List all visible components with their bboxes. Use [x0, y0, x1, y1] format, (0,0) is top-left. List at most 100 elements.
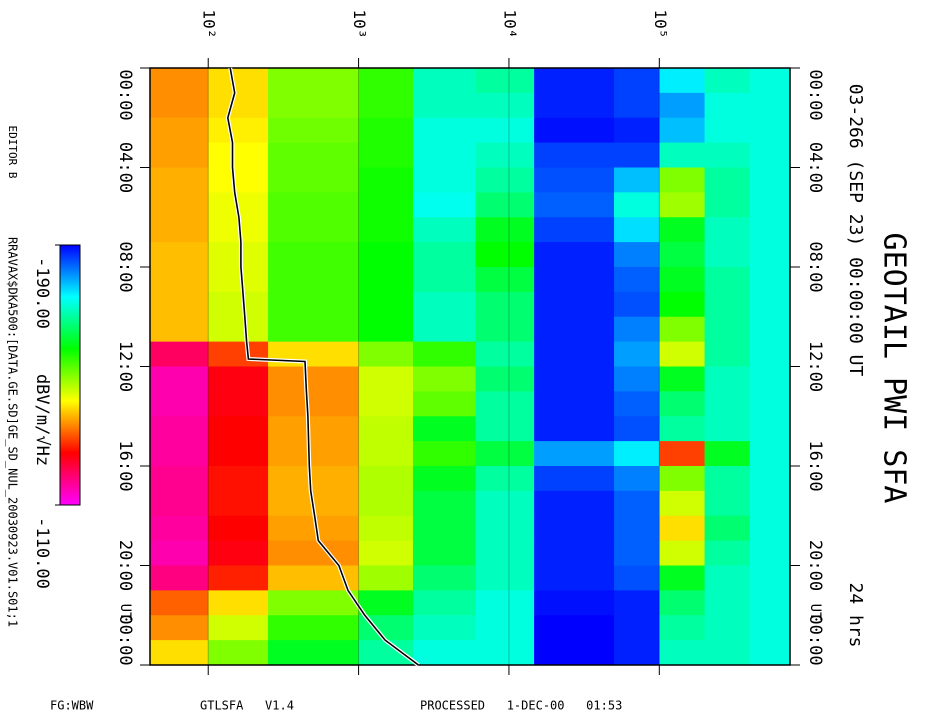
heat-cell — [358, 565, 414, 591]
heat-cell — [534, 167, 615, 193]
heat-cell — [704, 291, 751, 318]
heat-cell — [358, 416, 414, 442]
heat-cell — [268, 466, 360, 492]
heat-cell — [534, 540, 615, 566]
heat-cell — [614, 217, 660, 243]
heat-cell — [614, 441, 660, 467]
heat-cell — [534, 117, 615, 144]
chart-title: GEOTAIL PWI SFA — [877, 233, 912, 504]
heat-cell — [475, 565, 535, 591]
heat-cell — [208, 640, 269, 666]
heat-cell — [534, 92, 615, 119]
heat-cell — [614, 515, 660, 542]
heat-cell — [358, 590, 414, 616]
heat-cell — [475, 366, 535, 392]
heat-cell — [659, 167, 706, 193]
heat-cell — [475, 441, 535, 467]
heat-cell — [749, 217, 791, 243]
x-tick-label: 10³ — [350, 10, 369, 39]
heat-cell — [749, 117, 791, 144]
heat-cell — [268, 167, 360, 193]
heat-cell — [749, 416, 791, 442]
heat-cell — [614, 565, 660, 591]
heat-cell — [659, 565, 706, 591]
heat-cell — [358, 192, 414, 218]
heat-cell — [614, 366, 660, 392]
heat-cell — [659, 540, 706, 566]
heat-cell — [358, 167, 414, 193]
heat-cell — [749, 341, 791, 367]
heat-cell — [150, 416, 209, 442]
heat-cell — [150, 441, 209, 467]
heat-cell — [208, 92, 269, 119]
heat-cell — [534, 615, 615, 641]
heat-cell — [475, 217, 535, 243]
heat-cell — [704, 242, 751, 268]
heat-cell — [749, 242, 791, 268]
chart-subtitle: 03-266 (SEP 23) 00:00:00 UT — [845, 84, 866, 377]
heat-cell — [704, 366, 751, 392]
heat-cell — [614, 167, 660, 193]
heat-cell — [208, 142, 269, 168]
heat-cell — [358, 441, 414, 467]
heat-cell — [475, 391, 535, 417]
heat-cell — [659, 316, 706, 343]
ut-label: UT — [807, 604, 823, 621]
heat-cell — [208, 391, 269, 417]
heat-cell — [475, 640, 535, 666]
heat-cell — [614, 142, 660, 168]
heat-cell — [208, 416, 269, 442]
heat-cell — [749, 540, 791, 566]
heat-cell — [268, 68, 360, 94]
colorbar-tick-label: -190.00 — [32, 257, 52, 329]
heat-cell — [475, 92, 535, 119]
heat-cell — [208, 515, 269, 542]
heat-cell — [268, 441, 360, 467]
heat-cell — [659, 68, 706, 94]
heat-cell — [749, 68, 791, 94]
heat-cell — [704, 441, 751, 467]
y-tick-label: 16:00 — [805, 440, 825, 491]
heat-cell — [534, 416, 615, 442]
heat-cell — [412, 366, 477, 392]
heat-cell — [704, 590, 751, 616]
heat-cell — [268, 242, 360, 268]
heat-cell — [659, 615, 706, 641]
heat-cell — [704, 540, 751, 566]
heat-cell — [268, 92, 360, 119]
heat-cell — [704, 117, 751, 144]
heat-cell — [704, 68, 751, 94]
heat-cell — [150, 391, 209, 417]
heat-cell — [208, 366, 269, 392]
heat-cell — [534, 490, 615, 517]
heat-cell — [208, 466, 269, 492]
heat-cell — [208, 565, 269, 591]
heat-cell — [749, 590, 791, 616]
heat-cell — [208, 267, 269, 293]
heat-cell — [749, 565, 791, 591]
heat-cell — [475, 490, 535, 517]
heat-cell — [659, 490, 706, 517]
heat-cell — [659, 466, 706, 492]
heat-cell — [534, 565, 615, 591]
heat-cell — [412, 242, 477, 268]
heat-cell — [208, 316, 269, 343]
heat-cell — [412, 640, 477, 666]
heat-cell — [268, 391, 360, 417]
y-tick-label: 04:00 — [805, 142, 825, 193]
heat-cell — [704, 416, 751, 442]
y-tick-label: 08:00 — [115, 241, 135, 292]
heat-cell — [534, 366, 615, 392]
heat-cell — [749, 441, 791, 467]
heat-cell — [358, 117, 414, 144]
editor: EDITOR B — [6, 126, 19, 179]
heat-cell — [659, 242, 706, 268]
heat-cell — [659, 441, 706, 467]
heat-cell — [268, 142, 360, 168]
heat-cell — [150, 640, 209, 666]
heat-cell — [659, 590, 706, 616]
heat-cell — [150, 515, 209, 542]
heat-cell — [659, 217, 706, 243]
heat-cell — [150, 540, 209, 566]
heat-cell — [614, 540, 660, 566]
